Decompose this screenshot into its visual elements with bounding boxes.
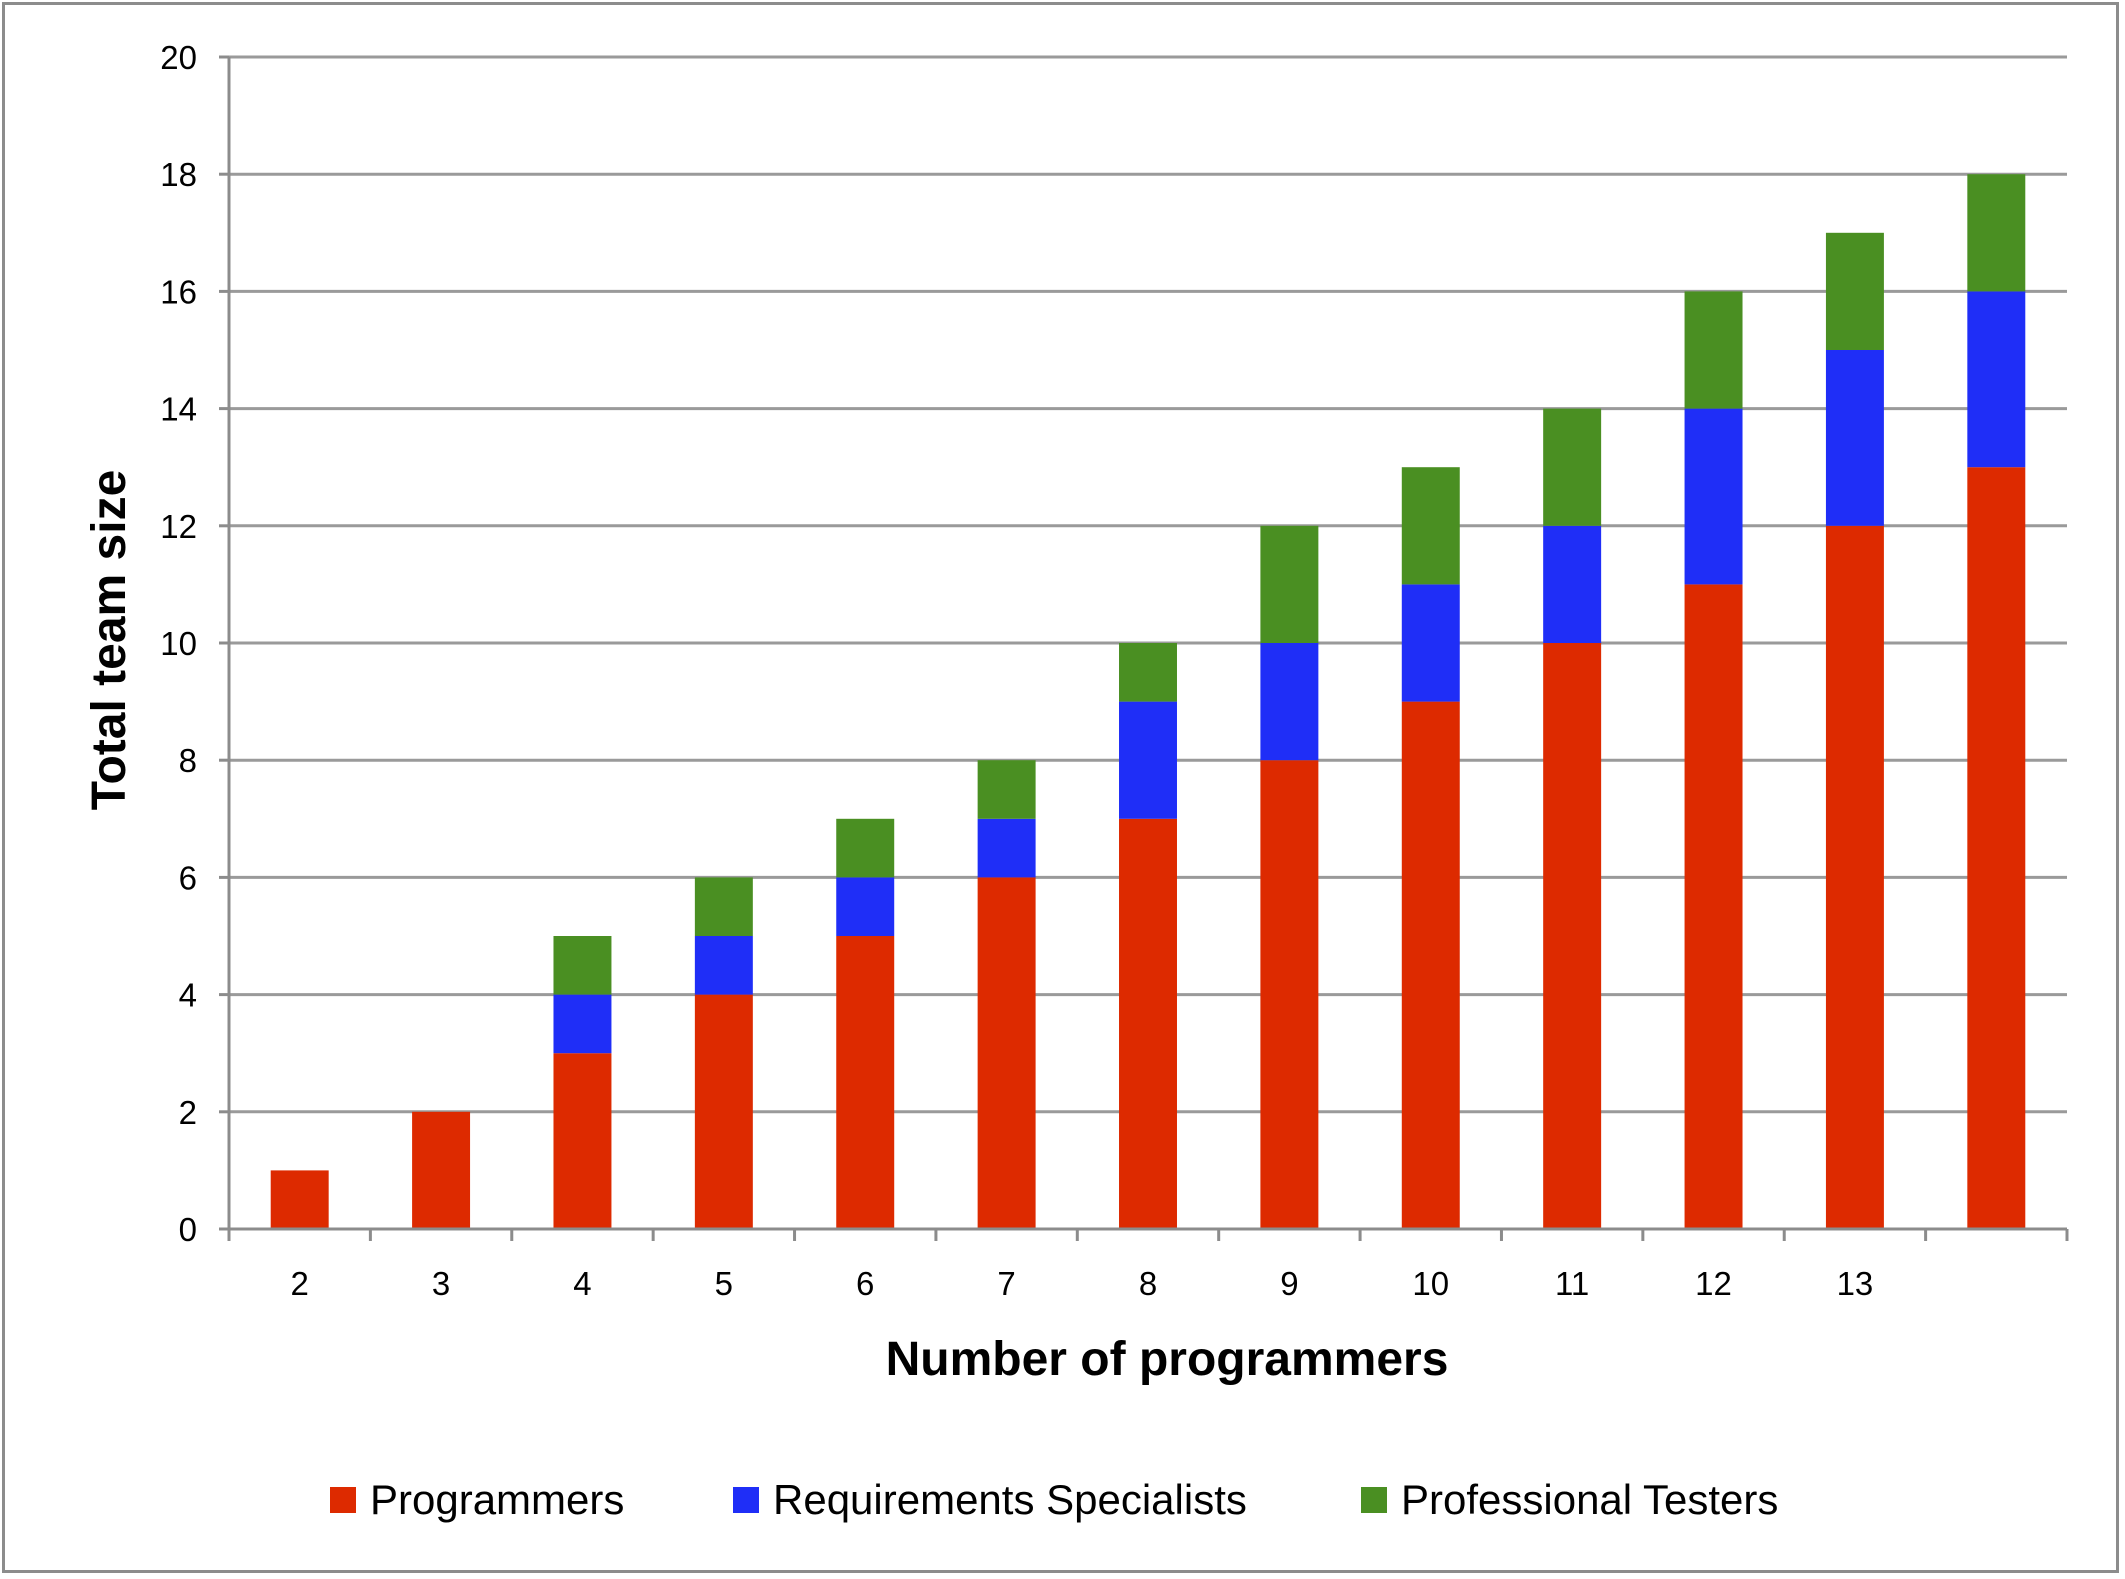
bar-programmers-10: [1543, 643, 1602, 1229]
x-tick-labels: 2 3 4 5 6 7 8 9 10 11 12 13: [291, 1265, 1874, 1302]
x-tick-label-5: 5: [715, 1265, 733, 1302]
legend-swatch-professional-testers: [1361, 1487, 1387, 1513]
bar-requirements-specialists-13: [1967, 291, 2026, 468]
legend-item-professional-testers: Professional Testers: [1361, 1460, 1778, 1540]
y-tick-label-2: 2: [179, 1094, 197, 1131]
x-tick-label-4: 4: [573, 1265, 591, 1302]
y-tick-label-18: 18: [160, 156, 197, 193]
legend-label-professional-testers: Professional Testers: [1401, 1476, 1779, 1523]
bar-programmers-1: [270, 1170, 329, 1229]
y-tick-label-14: 14: [160, 391, 197, 428]
x-tick-label-3: 3: [432, 1265, 450, 1302]
x-tick-label-12: 12: [1695, 1265, 1732, 1302]
legend-item-requirements-specialists: Requirements Specialists: [733, 1460, 1247, 1540]
bar-programmers-5: [836, 936, 895, 1229]
bar-requirements-specialists-3: [553, 994, 612, 1054]
bar-professional-testers-6: [977, 760, 1036, 819]
axes: [227, 57, 2069, 1241]
stacked-bar-chart: 0 2 4 6 8 10 12 14 16 18 20 2 3 4 5 6 7 8 9 10 11 12 13 Total…: [83, 39, 2069, 1386]
bar-requirements-specialists-10: [1543, 525, 1602, 643]
x-tick-label-10: 10: [1412, 1265, 1449, 1302]
y-axis-title: Total team size: [83, 470, 136, 811]
bar-programmers-4: [694, 994, 753, 1229]
bars: [270, 174, 2026, 1229]
bar-programmers-9: [1401, 701, 1460, 1229]
x-tick-label-13: 13: [1837, 1265, 1874, 1302]
bar-professional-testers-10: [1543, 408, 1602, 526]
x-tick-label-2: 2: [291, 1265, 309, 1302]
y-tick-label-0: 0: [179, 1211, 197, 1248]
y-tick-label-4: 4: [179, 977, 197, 1014]
x-tick-label-8: 8: [1139, 1265, 1157, 1302]
bar-professional-testers-12: [1825, 232, 1884, 350]
bar-professional-testers-11: [1684, 291, 1743, 409]
y-tick-labels: 0 2 4 6 8 10 12 14 16 18 20: [160, 39, 197, 1248]
bar-requirements-specialists-7: [1119, 701, 1177, 819]
y-tick-label-16: 16: [160, 273, 197, 310]
bar-requirements-specialists-8: [1260, 643, 1319, 761]
x-axis-title: Number of programmers: [886, 1333, 1449, 1386]
bar-programmers-11: [1684, 584, 1743, 1229]
bar-requirements-specialists-6: [977, 818, 1036, 878]
bar-programmers-13: [1967, 467, 2026, 1229]
bar-requirements-specialists-4: [694, 936, 753, 995]
bar-professional-testers-7: [1119, 643, 1177, 702]
bar-programmers-8: [1260, 760, 1319, 1229]
legend-item-programmers: Programmers: [330, 1460, 624, 1540]
bar-professional-testers-8: [1260, 525, 1319, 643]
legend-swatch-programmers: [330, 1487, 356, 1513]
legend-label-requirements-specialists: Requirements Specialists: [773, 1476, 1247, 1523]
bar-programmers-12: [1825, 525, 1884, 1229]
bar-professional-testers-3: [553, 936, 612, 995]
bar-programmers-7: [1119, 818, 1177, 1229]
legend-label-programmers: Programmers: [370, 1476, 625, 1523]
bar-programmers-6: [977, 877, 1036, 1229]
y-tick-label-12: 12: [160, 508, 197, 545]
y-tick-label-20: 20: [160, 39, 197, 76]
bar-professional-testers-4: [694, 877, 753, 936]
bar-professional-testers-9: [1401, 467, 1460, 585]
x-tick-label-11: 11: [1555, 1265, 1589, 1302]
x-tick-label-7: 7: [997, 1265, 1015, 1302]
bar-requirements-specialists-9: [1401, 584, 1460, 702]
bar-programmers-2: [412, 1111, 471, 1229]
bar-programmers-3: [553, 1053, 612, 1229]
y-tick-label-10: 10: [160, 625, 197, 662]
x-tick-label-6: 6: [856, 1265, 874, 1302]
legend: Programmers Requirements Specialists Pro…: [0, 1460, 2125, 1540]
legend-swatch-requirements-specialists: [733, 1487, 759, 1513]
y-tick-label-8: 8: [179, 742, 197, 779]
y-tick-label-6: 6: [179, 859, 197, 896]
bar-requirements-specialists-5: [836, 877, 895, 936]
bar-requirements-specialists-12: [1825, 350, 1884, 526]
bar-requirements-specialists-11: [1684, 408, 1743, 585]
bar-professional-testers-13: [1967, 174, 2026, 292]
bar-professional-testers-5: [836, 818, 895, 878]
x-tick-label-9: 9: [1280, 1265, 1298, 1302]
